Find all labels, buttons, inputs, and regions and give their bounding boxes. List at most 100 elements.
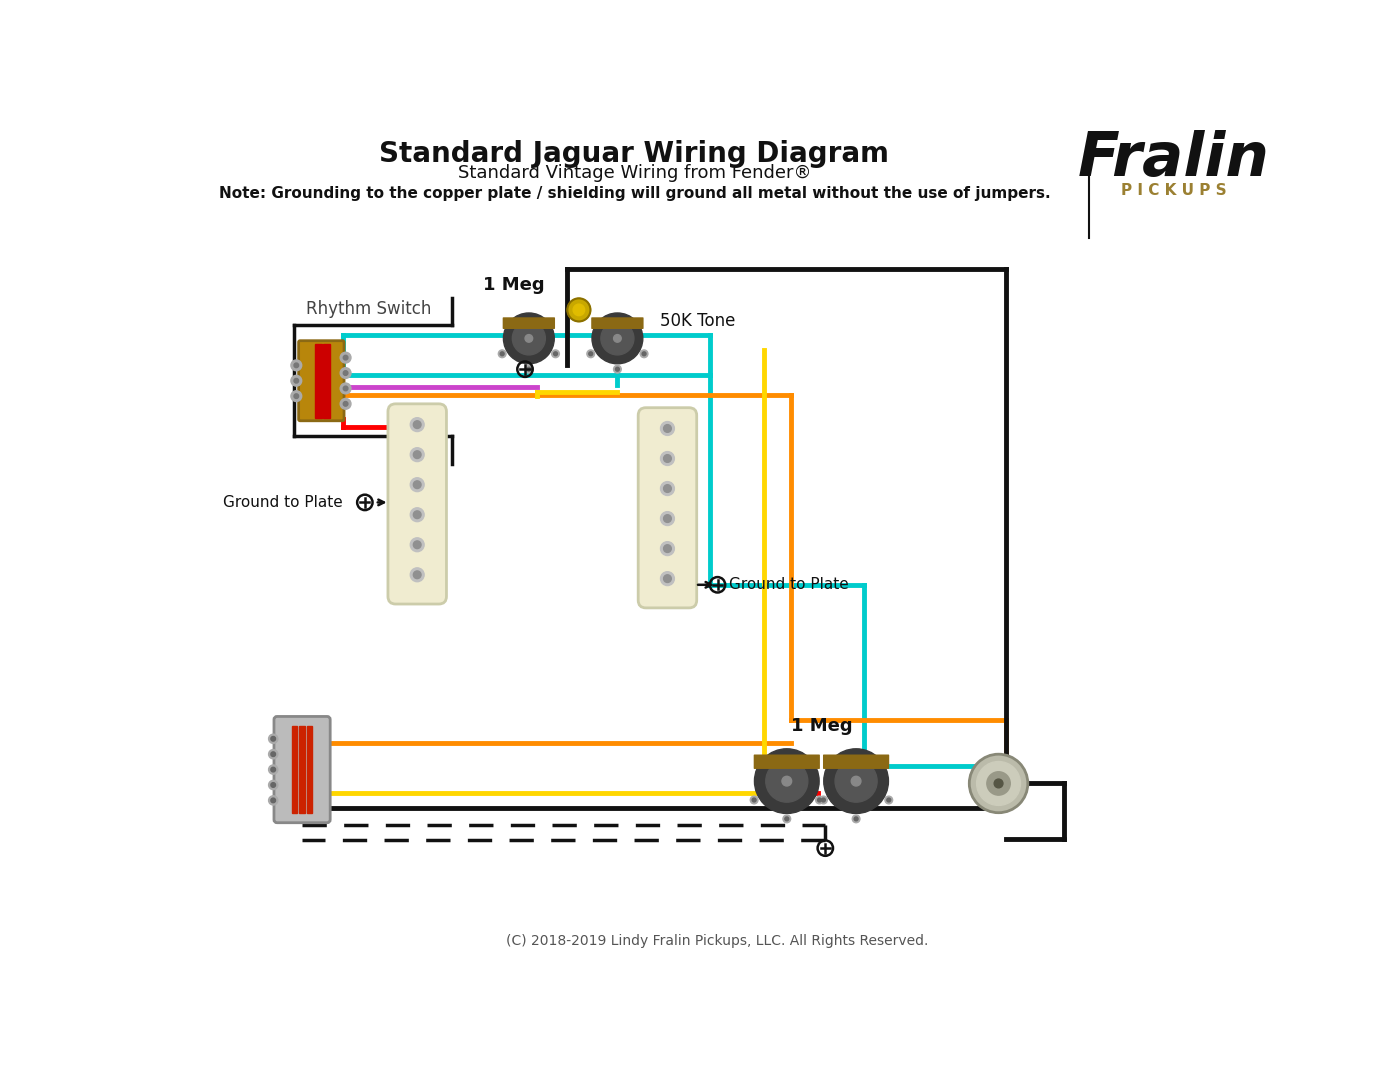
Circle shape <box>410 448 424 462</box>
Circle shape <box>294 363 298 368</box>
Circle shape <box>553 351 557 356</box>
FancyBboxPatch shape <box>591 318 644 329</box>
Circle shape <box>272 736 276 742</box>
Circle shape <box>643 351 645 356</box>
Bar <box>307 725 312 814</box>
Circle shape <box>504 313 554 364</box>
Circle shape <box>413 511 421 519</box>
Circle shape <box>750 796 757 804</box>
Circle shape <box>661 572 675 586</box>
Circle shape <box>661 422 675 436</box>
Circle shape <box>525 365 532 373</box>
Text: 1 Meg: 1 Meg <box>483 276 545 294</box>
Circle shape <box>785 817 788 820</box>
Circle shape <box>343 401 349 406</box>
Circle shape <box>272 752 276 757</box>
Circle shape <box>291 375 302 386</box>
Circle shape <box>819 796 827 804</box>
Circle shape <box>512 322 546 355</box>
Circle shape <box>410 417 424 431</box>
Circle shape <box>661 511 675 525</box>
Text: 1 Meg: 1 Meg <box>791 717 853 735</box>
Circle shape <box>500 351 504 356</box>
Text: Fralin: Fralin <box>1078 130 1270 189</box>
Circle shape <box>752 798 756 802</box>
Circle shape <box>766 760 808 802</box>
Circle shape <box>294 393 298 399</box>
Circle shape <box>664 425 672 432</box>
Circle shape <box>340 352 351 363</box>
Bar <box>300 725 305 814</box>
Circle shape <box>272 798 276 803</box>
FancyBboxPatch shape <box>823 755 889 769</box>
Circle shape <box>783 815 791 823</box>
Circle shape <box>272 768 276 772</box>
Circle shape <box>552 350 560 358</box>
Circle shape <box>272 783 276 787</box>
FancyBboxPatch shape <box>503 318 554 329</box>
Circle shape <box>573 304 585 316</box>
Circle shape <box>613 335 622 343</box>
Circle shape <box>413 421 421 428</box>
Circle shape <box>886 798 890 802</box>
Circle shape <box>613 365 622 373</box>
Circle shape <box>664 455 672 463</box>
Circle shape <box>269 780 277 789</box>
Circle shape <box>340 368 351 378</box>
Circle shape <box>340 399 351 410</box>
Circle shape <box>664 545 672 552</box>
Bar <box>323 344 330 417</box>
Text: Rhythm Switch: Rhythm Switch <box>305 299 431 318</box>
Circle shape <box>269 765 277 774</box>
Circle shape <box>816 796 823 804</box>
Circle shape <box>977 761 1021 805</box>
Circle shape <box>853 815 860 823</box>
Text: Ground to Plate: Ground to Plate <box>729 577 848 592</box>
Circle shape <box>343 386 349 390</box>
Text: Standard Vintage Wiring from Fender®: Standard Vintage Wiring from Fender® <box>458 164 811 182</box>
Circle shape <box>851 776 861 786</box>
Circle shape <box>410 538 424 551</box>
Circle shape <box>410 508 424 522</box>
Circle shape <box>269 734 277 744</box>
Circle shape <box>410 478 424 492</box>
Circle shape <box>525 335 532 343</box>
FancyBboxPatch shape <box>753 755 820 769</box>
Circle shape <box>661 542 675 556</box>
Circle shape <box>291 360 302 371</box>
Circle shape <box>410 568 424 582</box>
Text: 50K Tone: 50K Tone <box>659 312 735 331</box>
Circle shape <box>664 484 672 492</box>
Circle shape <box>269 749 277 759</box>
Circle shape <box>413 451 421 458</box>
Circle shape <box>601 322 634 355</box>
Text: Ground to Plate: Ground to Plate <box>223 495 343 510</box>
Circle shape <box>969 755 1028 813</box>
Circle shape <box>343 371 349 375</box>
Circle shape <box>413 540 421 548</box>
Circle shape <box>822 798 826 802</box>
Circle shape <box>661 482 675 495</box>
Circle shape <box>526 368 531 371</box>
Circle shape <box>661 452 675 466</box>
Bar <box>315 344 322 417</box>
Circle shape <box>413 481 421 489</box>
Circle shape <box>589 351 592 356</box>
Text: Note: Grounding to the copper plate / shielding will ground all metal without th: Note: Grounding to the copper plate / sh… <box>218 186 1050 201</box>
FancyBboxPatch shape <box>298 341 344 421</box>
Circle shape <box>592 313 643 364</box>
Circle shape <box>664 515 672 522</box>
Circle shape <box>640 350 648 358</box>
Circle shape <box>340 383 351 393</box>
Circle shape <box>664 575 672 583</box>
Circle shape <box>294 378 298 383</box>
FancyBboxPatch shape <box>388 404 447 604</box>
Circle shape <box>498 350 505 358</box>
Circle shape <box>343 356 349 360</box>
Text: P I C K U P S: P I C K U P S <box>1121 183 1226 198</box>
Circle shape <box>885 796 893 804</box>
Circle shape <box>783 776 791 786</box>
FancyBboxPatch shape <box>638 408 697 608</box>
Circle shape <box>269 796 277 805</box>
Circle shape <box>616 368 619 371</box>
